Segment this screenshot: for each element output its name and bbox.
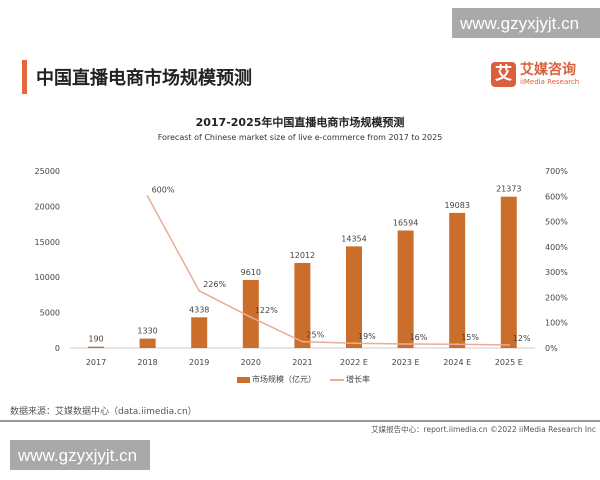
growth-rate-label: 15% [461, 333, 479, 342]
bar-value-label: 21373 [496, 185, 521, 194]
growth-rate-point [507, 343, 510, 346]
bar [500, 196, 517, 348]
chart-title: 2017-2025年中国直播电商市场规模预测 [195, 116, 405, 129]
title-accent-bar [22, 60, 27, 94]
x-tick-label: 2025 E [495, 358, 523, 367]
left-tick-label: 10000 [35, 273, 60, 282]
legend-bar-label: 市场规模（亿元） [252, 375, 316, 384]
right-tick-label: 700% [545, 167, 568, 176]
growth-rate-label: 12% [513, 334, 531, 343]
left-tick-label: 0 [55, 344, 60, 353]
right-tick-label: 100% [545, 319, 568, 328]
growth-rate-label: 122% [255, 306, 278, 315]
divider [0, 420, 600, 422]
chart-subtitle: Forecast of Chinese market size of live … [157, 133, 443, 142]
growth-rate-label: 25% [306, 331, 324, 340]
legend-line: 增长率 [330, 374, 370, 385]
growth-rate-line [146, 195, 509, 346]
x-tick-label: 2020 [241, 358, 261, 367]
growth-rate-point [146, 195, 149, 198]
legend-line-swatch [330, 378, 344, 381]
bar [242, 279, 259, 348]
bar [88, 346, 104, 348]
bar-value-label: 190 [88, 335, 103, 344]
right-tick-label: 400% [545, 243, 568, 252]
logo-cn: 艾媒咨询 [520, 62, 576, 78]
right-tick-label: 500% [545, 218, 568, 227]
growth-rate-label: 16% [410, 333, 428, 342]
x-tick-label: 2019 [189, 358, 209, 367]
logo-en: iiMedia Research [520, 78, 580, 86]
watermark: www.gzyxjyjt.cn [10, 440, 150, 470]
legend-line-label: 增长率 [346, 375, 370, 384]
x-tick-label: 2018 [137, 358, 157, 367]
bar-value-label: 14354 [341, 234, 366, 243]
growth-rate-point [404, 342, 407, 345]
legend-bar-swatch [237, 376, 250, 383]
right-tick-label: 600% [545, 192, 568, 201]
watermark: www.gzyxjyjt.cn [452, 8, 600, 38]
left-tick-label: 20000 [35, 202, 60, 211]
bar [294, 262, 311, 348]
bar-value-label: 19083 [444, 201, 469, 210]
growth-rate-point [301, 340, 304, 343]
growth-rate-point [353, 342, 355, 345]
bar-value-label: 1330 [137, 327, 157, 336]
x-tick-label: 2021 [292, 358, 312, 367]
growth-rate-label: 19% [358, 332, 376, 341]
legend-bar: 市场规模（亿元） [237, 374, 316, 385]
legend: 市场规模（亿元） 增长率 [237, 374, 370, 385]
right-tick-label: 0% [545, 344, 558, 353]
page-title: 中国直播电商市场规模预测 [36, 68, 252, 89]
footer: 艾媒报告中心：report.iimedia.cn ©2022 iiMedia R… [371, 425, 596, 434]
logo-mark: 艾 [491, 62, 516, 87]
bar [449, 212, 466, 348]
bar-value-label: 4338 [189, 305, 209, 314]
growth-rate-point [249, 316, 252, 319]
right-tick-label: 200% [545, 293, 568, 302]
data-source: 数据来源：艾媒数据中心（data.iimedia.cn） [10, 407, 197, 417]
left-tick-label: 5000 [40, 309, 60, 318]
right-tick-label: 300% [545, 268, 568, 277]
bar [397, 230, 414, 348]
left-tick-label: 25000 [35, 167, 60, 176]
left-tick-label: 15000 [35, 238, 60, 247]
growth-rate-point [456, 343, 459, 346]
growth-rate-label: 226% [203, 280, 226, 289]
logo: 艾 艾媒咨询 iiMedia Research [491, 62, 579, 87]
bar [346, 246, 362, 348]
bar-value-label: 12012 [290, 251, 315, 260]
x-tick-label: 2022 E [340, 358, 368, 367]
x-tick-label: 2017 [86, 358, 106, 367]
x-tick-label: 2024 E [443, 358, 471, 367]
growth-rate-label: 600% [152, 185, 175, 194]
x-tick-label: 2023 E [392, 358, 420, 367]
bar [139, 338, 156, 348]
growth-rate-point [198, 289, 201, 292]
bar-value-label: 9610 [241, 268, 261, 277]
bar [191, 317, 208, 348]
bar-value-label: 16594 [393, 219, 418, 228]
